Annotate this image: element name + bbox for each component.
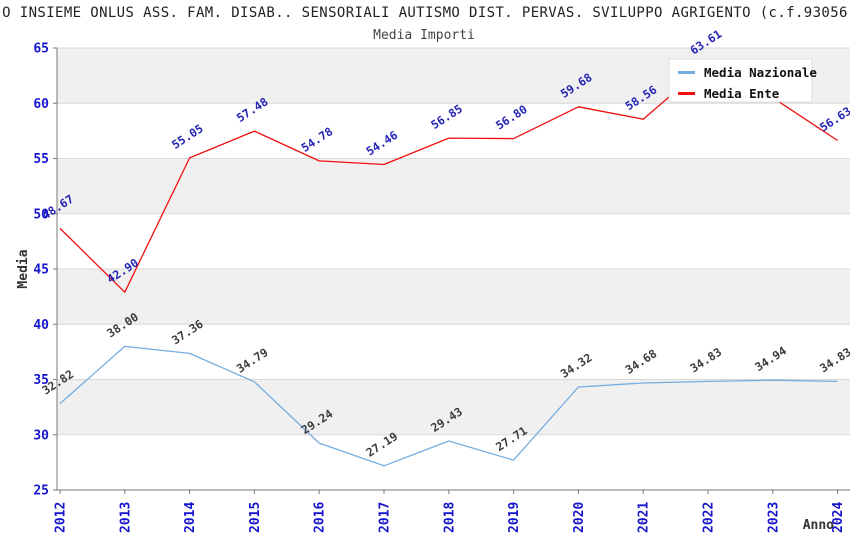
y-axis-title: Media (16, 249, 31, 288)
y-tick-label: 60 (33, 97, 49, 112)
x-tick-label: 2022 (702, 502, 717, 533)
y-axis-tick-labels: 25 30 35 40 45 50 55 60 65 (33, 42, 49, 499)
y-tick-label: 45 (33, 263, 49, 278)
x-tick-label: 2015 (248, 502, 263, 533)
point-label-media-nazionale: 34.32 (558, 350, 595, 381)
x-tick-label: 2016 (313, 502, 328, 533)
y-tick-label: 55 (33, 152, 49, 167)
y-tick-label: 65 (33, 42, 49, 57)
point-label-media-nazionale: 34.94 (752, 344, 789, 375)
point-label-media-ente: 54.46 (363, 128, 400, 159)
y-tick-label: 35 (33, 373, 49, 388)
point-label-media-ente: 56.85 (428, 101, 465, 132)
point-label-media-ente: 55.05 (169, 121, 206, 152)
y-tick-label: 25 (33, 484, 49, 499)
x-tick-label: 2021 (637, 502, 652, 533)
point-label-media-nazionale: 34.79 (234, 345, 271, 376)
x-tick-label: 2018 (442, 502, 457, 533)
point-label-media-ente: 54.78 (299, 124, 336, 155)
legend-label-media-nazionale: Media Nazionale (704, 65, 817, 80)
y-tick-label: 50 (33, 207, 49, 222)
point-label-media-ente: 56.80 (493, 102, 530, 133)
plot-bands (57, 48, 850, 435)
axes (53, 47, 850, 494)
x-tick-label: 2020 (572, 502, 587, 533)
chart-title: O INSIEME ONLUS ASS. FAM. DISAB.. SENSOR… (2, 5, 848, 21)
point-label-media-ente: 56.63 (817, 104, 850, 135)
x-tick-label: 2024 (831, 502, 846, 533)
x-tick-label: 2017 (378, 502, 393, 533)
band-gray (57, 269, 850, 325)
x-tick-label: 2014 (183, 502, 198, 533)
point-label-media-nazionale: 34.83 (687, 345, 724, 376)
x-axis-title: Anno (803, 518, 834, 533)
chart-subtitle: Media Importi (373, 28, 475, 43)
point-label-media-nazionale: 34.83 (817, 345, 850, 376)
y-tick-label: 30 (33, 428, 49, 443)
point-label-media-nazionale: 34.68 (623, 346, 660, 377)
x-tick-label: 2019 (507, 502, 522, 533)
band-gray (57, 379, 850, 435)
x-axis-tick-labels: 2012 2013 2014 2015 2016 2017 2018 2019 2020 2021… (54, 502, 847, 533)
legend-label-media-ente: Media Ente (704, 86, 780, 101)
x-tick-label: 2012 (54, 502, 69, 533)
band-gray (57, 158, 850, 214)
x-tick-label: 2013 (118, 502, 133, 533)
x-tick-label: 2023 (766, 502, 781, 533)
line-media-nazionale (59, 345, 838, 467)
y-tick-label: 40 (33, 318, 49, 333)
legend: Media Nazionale Media Ente (668, 58, 817, 103)
